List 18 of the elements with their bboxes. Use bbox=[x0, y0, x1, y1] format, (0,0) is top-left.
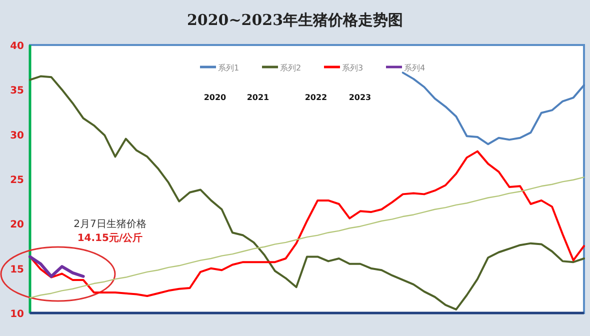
legend-label: 系列4 bbox=[404, 64, 426, 72]
annotation: 2021 bbox=[246, 93, 270, 102]
y-tick-label: 40 bbox=[10, 41, 24, 52]
y-tick-label: 15 bbox=[10, 264, 24, 276]
legend-label: 系列1 bbox=[218, 64, 240, 72]
y-tick-label: 30 bbox=[10, 130, 24, 142]
y-tick-label: 25 bbox=[10, 175, 24, 186]
legend-label: 系列3 bbox=[342, 64, 364, 72]
annotation: 2023 bbox=[348, 93, 372, 102]
chart-title: 2020~2023年生猪价格走势图 bbox=[186, 11, 404, 29]
annotation: 14.15元/公斤 bbox=[77, 232, 143, 244]
y-tick-label: 10 bbox=[10, 309, 24, 320]
legend-label: 系列2 bbox=[280, 64, 302, 72]
y-tick-label: 20 bbox=[10, 220, 24, 231]
annotation: 2022 bbox=[304, 93, 328, 102]
annotation: 2月7日生猪价格 bbox=[74, 218, 146, 230]
annotation: 2020 bbox=[204, 93, 227, 102]
y-tick-label: 35 bbox=[10, 86, 24, 97]
